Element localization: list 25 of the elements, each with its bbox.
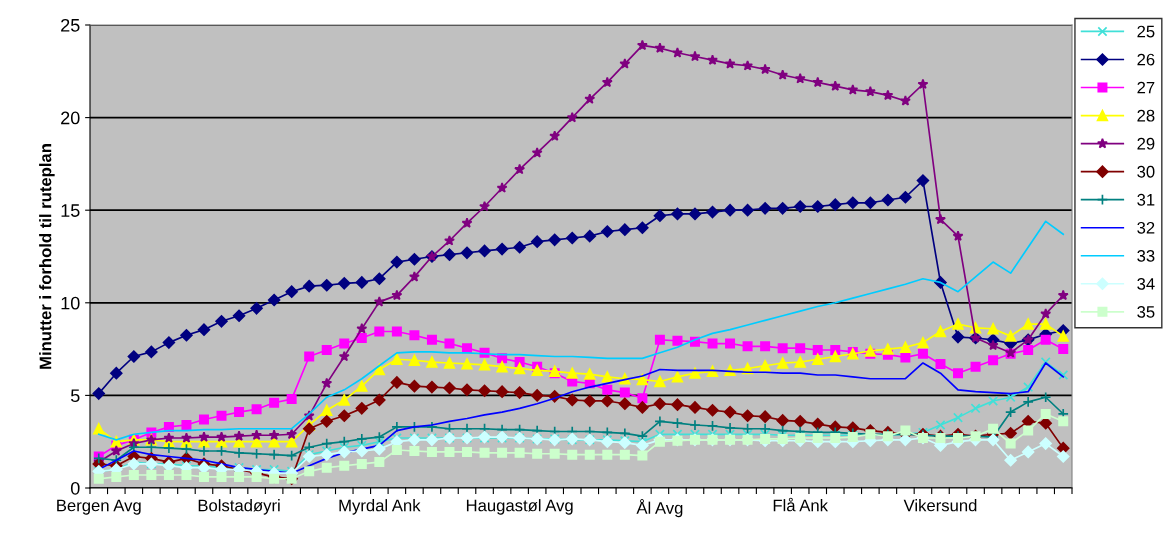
- legend-label: 35: [1137, 306, 1155, 318]
- y-tick-label: 15: [61, 204, 80, 217]
- legend-label: 30: [1137, 165, 1155, 178]
- legend-label: 33: [1137, 249, 1155, 262]
- y-tick-label: 10: [61, 296, 80, 310]
- x-tick-label: Ål Avg: [636, 499, 683, 518]
- y-tick-label: 25: [61, 18, 80, 32]
- x-tick-label: Flå Ank: [773, 497, 829, 512]
- x-tick-label: Haugastøl Avg: [466, 499, 573, 515]
- legend-label: 34: [1137, 277, 1155, 290]
- y-tick-label: 0: [70, 481, 80, 495]
- legend-label: 26: [1137, 53, 1155, 66]
- legend-label: 31: [1137, 193, 1155, 206]
- x-tick-label: Bolstadøyri: [198, 499, 280, 515]
- x-tick-label: Vikersund: [903, 499, 977, 512]
- y-axis-title: Minutter i forhold til ruteplan: [39, 144, 55, 369]
- legend-label: 25: [1137, 25, 1155, 38]
- legend-label: 29: [1137, 137, 1155, 150]
- legend-label: 27: [1137, 81, 1155, 94]
- x-tick-label: Bergen Avg: [57, 499, 141, 515]
- legend-label: 32: [1137, 221, 1155, 234]
- x-tick-label: Myrdal Ank: [339, 499, 421, 515]
- legend-label: 28: [1137, 109, 1155, 122]
- y-tick-label: 20: [61, 111, 80, 125]
- y-tick-label: 5: [70, 389, 80, 403]
